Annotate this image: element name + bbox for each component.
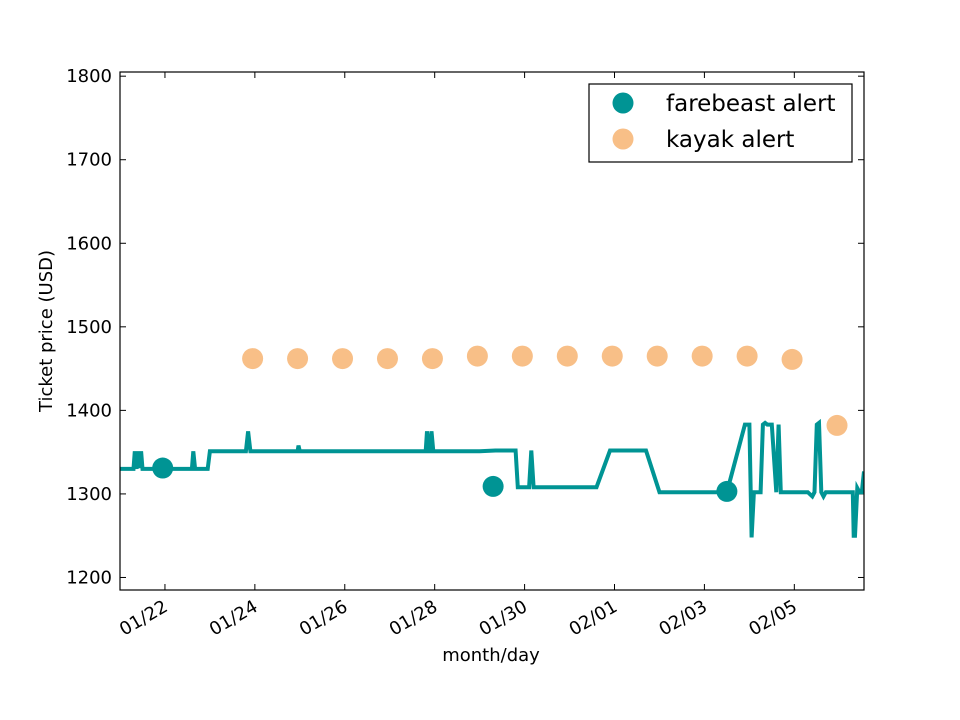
x-tick-label: 02/03 bbox=[655, 596, 710, 640]
kayak-alert-point bbox=[691, 345, 713, 367]
x-tick-label: 02/01 bbox=[566, 596, 621, 640]
legend-label-kayak: kayak alert bbox=[666, 127, 794, 153]
legend-box bbox=[588, 83, 853, 163]
legend-marker-kayak bbox=[612, 128, 634, 150]
farebeast-price-line bbox=[120, 418, 864, 538]
plot-frame bbox=[119, 71, 865, 591]
kayak-alert-point bbox=[287, 348, 309, 370]
y-tick-label: 1700 bbox=[66, 150, 112, 171]
x-tick-label: 02/05 bbox=[745, 596, 800, 640]
x-axis-title: month/day bbox=[442, 645, 540, 666]
farebeast-alert-point bbox=[482, 475, 504, 497]
legend: farebeast alert kayak alert bbox=[588, 83, 853, 163]
plot-area bbox=[120, 345, 864, 538]
kayak-alert-point bbox=[556, 345, 578, 367]
kayak-alert-point bbox=[332, 348, 354, 370]
y-tick-label: 1500 bbox=[66, 317, 112, 338]
y-axis-title: Ticket price (USD) bbox=[36, 250, 57, 413]
kayak-alert-point bbox=[781, 348, 803, 370]
x-tick-label: 01/30 bbox=[476, 596, 531, 640]
x-tick-label: 01/24 bbox=[206, 596, 261, 640]
legend-marker-farebeast bbox=[612, 92, 634, 114]
axis-ticks bbox=[120, 72, 864, 590]
y-tick-label: 1400 bbox=[66, 400, 112, 421]
x-tick-label: 01/28 bbox=[386, 596, 441, 640]
x-tick-label: 01/22 bbox=[116, 596, 171, 640]
x-tick-label: 01/26 bbox=[296, 596, 351, 640]
legend-label-farebeast: farebeast alert bbox=[666, 91, 836, 117]
y-tick-label: 1200 bbox=[66, 567, 112, 588]
kayak-alert-point bbox=[376, 348, 398, 370]
kayak-alert-point bbox=[601, 345, 623, 367]
y-tick-label: 1600 bbox=[66, 233, 112, 254]
farebeast-alert-point bbox=[152, 457, 174, 479]
kayak-alert-point bbox=[242, 348, 264, 370]
kayak-alert-point bbox=[646, 345, 668, 367]
kayak-alert-point bbox=[511, 345, 533, 367]
kayak-alert-point bbox=[466, 345, 488, 367]
kayak-alert-point bbox=[826, 414, 848, 436]
y-tick-label: 1800 bbox=[66, 66, 112, 87]
kayak-alert-point bbox=[421, 348, 443, 370]
kayak-alert-point bbox=[736, 345, 758, 367]
farebeast-alert-point bbox=[716, 480, 738, 502]
y-tick-label: 1300 bbox=[66, 484, 112, 505]
